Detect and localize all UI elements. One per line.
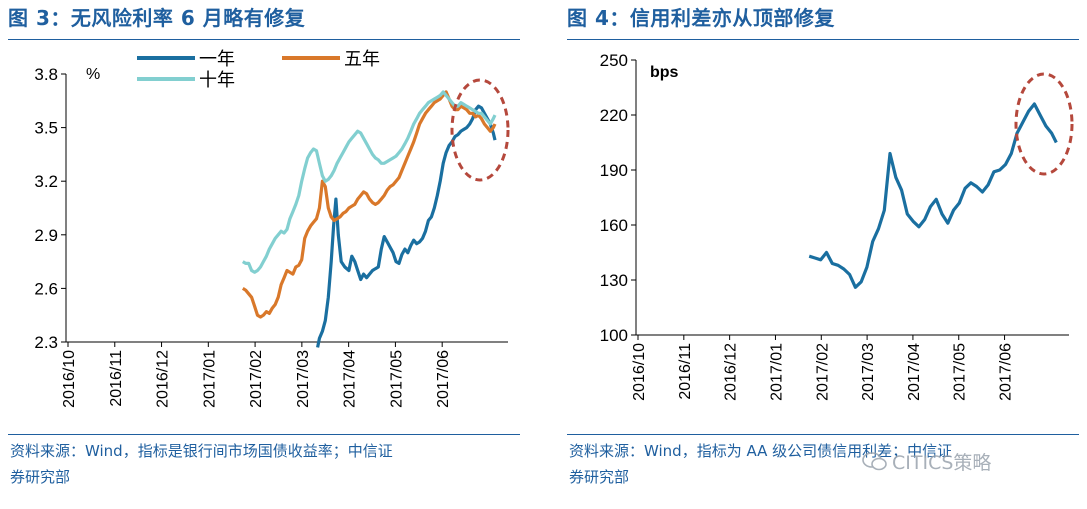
left-source-line1: 资料来源：Wind，指标是银行间市场国债收益率；中信证 bbox=[10, 442, 393, 460]
wechat-icon bbox=[862, 452, 887, 471]
watermark: CITICS策略 bbox=[862, 448, 991, 475]
left-source-line2: 券研究部 bbox=[10, 468, 71, 486]
left-x-tick-label: 2017/06 bbox=[435, 350, 452, 408]
legend-label-一年: 一年 bbox=[199, 49, 235, 69]
right-chart-title: 图 4：信用利差亦从顶部修复 bbox=[567, 6, 835, 30]
left-source-divider bbox=[8, 434, 520, 435]
left-x-tick-label: 2017/01 bbox=[201, 350, 218, 408]
right-x-tick-label: 2016/12 bbox=[723, 343, 740, 401]
left-series-五年 bbox=[241, 90, 497, 319]
right-x-tick-label: 2017/05 bbox=[952, 343, 969, 401]
left-x-tick-label: 2017/05 bbox=[388, 350, 405, 408]
right-title-divider bbox=[567, 39, 1079, 40]
left-y-tick-label: 2.6 bbox=[34, 279, 58, 298]
left-chart-title: 图 3：无风险利率 6 月略有修复 bbox=[8, 6, 306, 30]
left-title-divider bbox=[8, 39, 520, 40]
left-y-tick-label: 3.8 bbox=[34, 65, 58, 84]
watermark-text: CITICS策略 bbox=[892, 452, 992, 474]
legend-label-十年: 十年 bbox=[199, 70, 235, 90]
right-source-line2: 券研究部 bbox=[569, 468, 630, 486]
left-highlight-circle bbox=[450, 78, 510, 182]
right-y-tick-label: 250 bbox=[600, 51, 628, 70]
right-x-tick-label: 2017/02 bbox=[814, 343, 831, 401]
left-series-十年 bbox=[241, 90, 497, 274]
left-x-tick-label: 2016/11 bbox=[108, 350, 125, 407]
right-x-tick-label: 2016/11 bbox=[677, 343, 694, 400]
right-y-tick-label: 160 bbox=[600, 216, 628, 235]
left-y-tick-label: 2.3 bbox=[34, 333, 58, 352]
right-y-tick-label: 220 bbox=[600, 106, 628, 125]
right-x-tick-label: 2017/03 bbox=[860, 343, 877, 401]
right-series-AA bbox=[808, 102, 1058, 289]
right-x-tick-label: 2016/10 bbox=[631, 343, 648, 401]
left-y-tick-label: 3.2 bbox=[34, 172, 58, 191]
right-unit-label: bps bbox=[650, 64, 679, 81]
right-y-tick-label: 190 bbox=[600, 161, 628, 180]
left-unit-label: % bbox=[86, 66, 100, 83]
right-highlight-circle bbox=[1014, 72, 1074, 176]
left-y-tick-label: 3.5 bbox=[34, 119, 58, 138]
left-y-tick-label: 2.9 bbox=[34, 226, 58, 245]
legend-label-五年: 五年 bbox=[344, 49, 380, 69]
left-x-tick-label: 2017/02 bbox=[248, 350, 265, 408]
right-x-tick-label: 2017/01 bbox=[768, 343, 785, 401]
left-x-tick-label: 2017/03 bbox=[295, 350, 312, 408]
right-x-tick-label: 2017/06 bbox=[998, 343, 1015, 401]
right-source-line1: 资料来源：Wind，指标为 AA 级公司债信用利差；中信证 bbox=[569, 442, 953, 460]
left-x-tick-label: 2017/04 bbox=[342, 350, 359, 408]
left-x-tick-label: 2016/12 bbox=[155, 350, 172, 408]
right-x-tick-label: 2017/04 bbox=[906, 343, 923, 401]
left-series-一年 bbox=[316, 104, 497, 348]
left-source-note: 资料来源：Wind，指标是银行间市场国债收益率；中信证 券研究部 bbox=[10, 438, 520, 490]
right-source-note: 资料来源：Wind，指标为 AA 级公司债信用利差；中信证 券研究部 bbox=[569, 438, 1079, 490]
right-source-divider bbox=[567, 434, 1079, 435]
left-x-tick-label: 2016/10 bbox=[61, 350, 78, 408]
right-y-tick-label: 130 bbox=[600, 271, 628, 290]
right-y-tick-label: 100 bbox=[600, 326, 628, 345]
